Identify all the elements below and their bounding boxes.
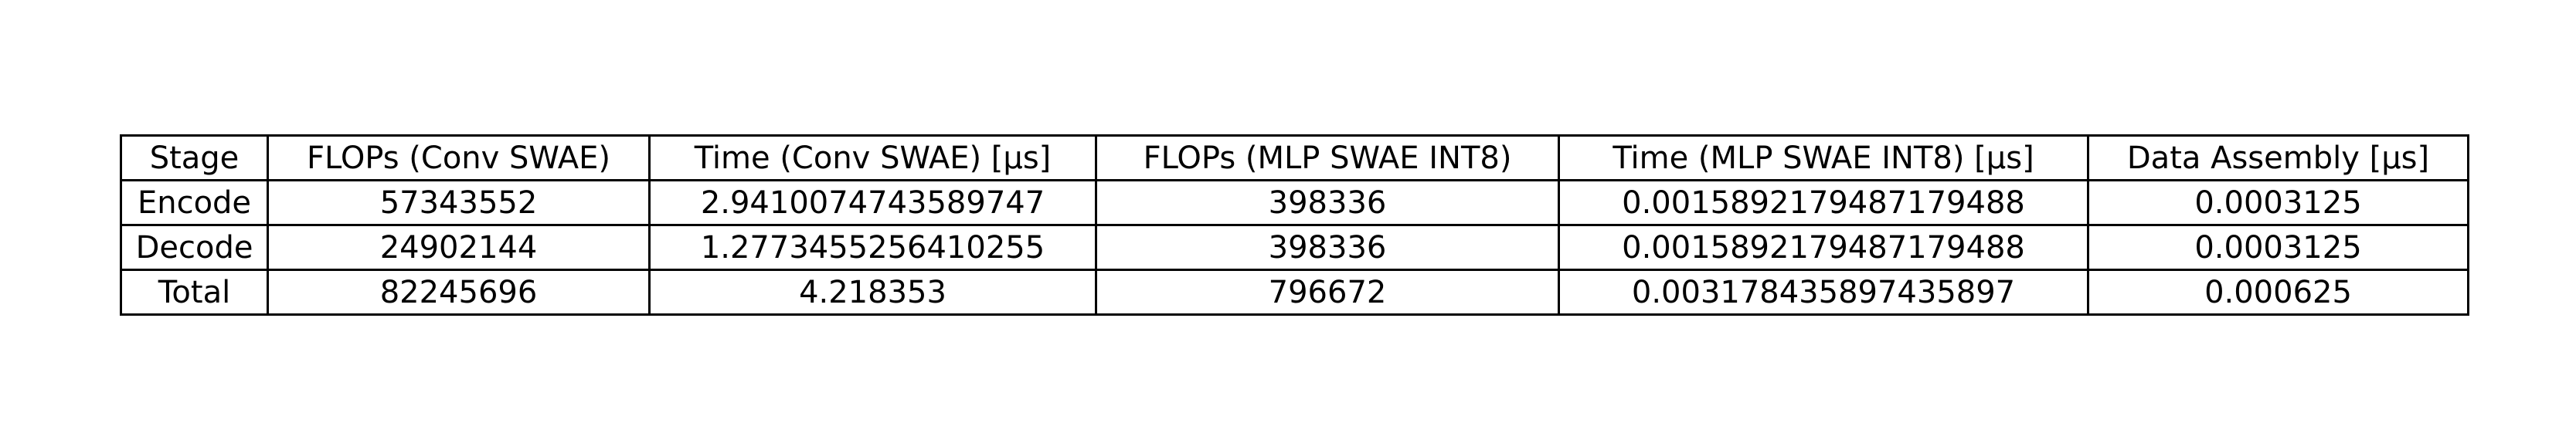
table-cell: 0.0003125 [2087,224,2469,271]
table-cell: 1.2773455256410255 [648,224,1097,271]
column-header-data-assembly: Data Assembly [µs] [2087,134,2469,181]
column-header-time-mlp-swae-int8: Time (MLP SWAE INT8) [µs] [1558,134,2089,181]
table-cell: Total [120,269,269,316]
table-cell: 2.9410074743589747 [648,179,1097,226]
table-cell: Encode [120,179,269,226]
table-row-decode: Decode 24902144 1.2773455256410255 39833… [120,224,2469,271]
table-cell: 796672 [1095,269,1560,316]
table-cell: 24902144 [267,224,651,271]
column-header-flops-mlp-swae-int8: FLOPs (MLP SWAE INT8) [1095,134,1560,181]
table-row-total: Total 82245696 4.218353 796672 0.0031784… [120,269,2469,316]
table-cell: 0.0015892179487179488 [1558,179,2089,226]
column-header-time-conv-swae: Time (Conv SWAE) [µs] [648,134,1097,181]
table-cell: 0.0015892179487179488 [1558,224,2089,271]
column-header-flops-conv-swae: FLOPs (Conv SWAE) [267,134,651,181]
column-header-stage: Stage [120,134,269,181]
data-table: Stage FLOPs (Conv SWAE) Time (Conv SWAE)… [120,134,2469,316]
table-row-encode: Encode 57343552 2.9410074743589747 39833… [120,179,2469,226]
table-cell: 57343552 [267,179,651,226]
table-cell: Decode [120,224,269,271]
table-cell: 0.000625 [2087,269,2469,316]
table-cell: 82245696 [267,269,651,316]
data-table-container: Stage FLOPs (Conv SWAE) Time (Conv SWAE)… [120,134,2469,316]
header-row: Stage FLOPs (Conv SWAE) Time (Conv SWAE)… [120,134,2469,181]
table-cell: 0.0003125 [2087,179,2469,226]
table-cell: 4.218353 [648,269,1097,316]
table-cell: 398336 [1095,179,1560,226]
table-cell: 0.003178435897435897 [1558,269,2089,316]
table-cell: 398336 [1095,224,1560,271]
